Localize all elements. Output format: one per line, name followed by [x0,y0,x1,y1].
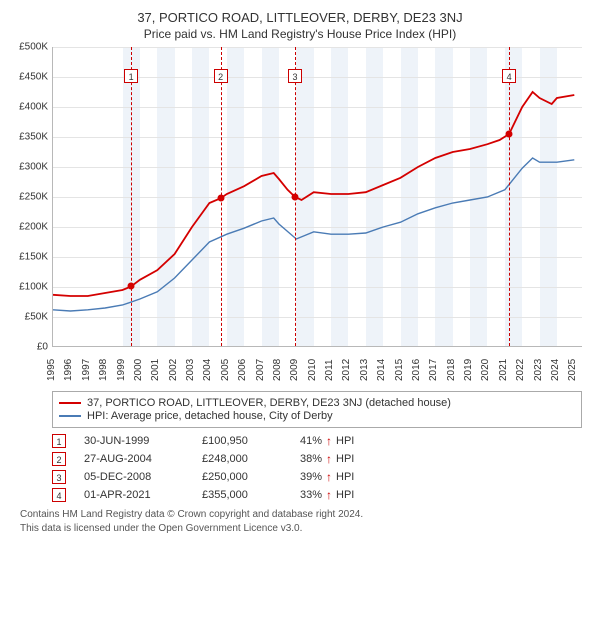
transaction-date: 30-JUN-1999 [84,435,184,447]
arrow-up-icon: ↑ [326,488,332,502]
arrow-up-icon: ↑ [326,452,332,466]
arrow-up-icon: ↑ [326,470,332,484]
series-svg [53,47,583,347]
y-tick-label: £0 [37,342,48,353]
footnote-text-1: Contains HM Land Registry data © Crown c… [20,509,363,520]
transaction-marker-number: 3 [52,470,66,484]
transaction-marker-number: 4 [52,488,66,502]
legend-swatch [59,402,81,404]
data-point-dot [506,131,513,138]
transaction-pct-suffix: HPI [336,453,354,465]
legend: 37, PORTICO ROAD, LITTLEOVER, DERBY, DE2… [52,391,582,428]
footnote-text-2: This data is licensed under the Open Gov… [20,523,302,534]
figure-container: 37, PORTICO ROAD, LITTLEOVER, DERBY, DE2… [0,0,600,543]
data-point-dot [128,283,135,290]
transaction-pct-suffix: HPI [336,489,354,501]
transaction-row: 1 30-JUN-1999 £100,950 41% ↑ HPI [52,434,582,448]
y-tick-label: £500K [19,42,48,53]
y-tick-label: £50K [25,312,48,323]
data-point-dot [292,194,299,201]
legend-swatch [59,415,81,417]
y-tick-label: £100K [19,282,48,293]
transaction-pct-value: 38% [300,453,322,465]
event-marker-line [131,47,132,346]
event-marker-box: 4 [502,69,516,83]
legend-label: HPI: Average price, detached house, City… [87,410,333,422]
transaction-row: 3 05-DEC-2008 £250,000 39% ↑ HPI [52,470,582,484]
legend-item: 37, PORTICO ROAD, LITTLEOVER, DERBY, DE2… [59,397,575,409]
transaction-pct-suffix: HPI [336,471,354,483]
chart-subtitle: Price paid vs. HM Land Registry's House … [10,27,590,41]
chart-area: £0£50K£100K£150K£200K£250K£300K£350K£400… [10,47,590,347]
transaction-pct: 38% ↑ HPI [300,452,354,466]
y-tick-label: £200K [19,222,48,233]
transaction-price: £100,950 [202,435,282,447]
legend-label: 37, PORTICO ROAD, LITTLEOVER, DERBY, DE2… [87,397,451,409]
transaction-pct-value: 33% [300,489,322,501]
transaction-date: 27-AUG-2004 [84,453,184,465]
transaction-pct: 41% ↑ HPI [300,434,354,448]
transaction-pct: 39% ↑ HPI [300,470,354,484]
y-tick-label: £250K [19,192,48,203]
y-tick-label: £150K [19,252,48,263]
arrow-up-icon: ↑ [326,434,332,448]
y-tick-label: £450K [19,72,48,83]
chart-title: 37, PORTICO ROAD, LITTLEOVER, DERBY, DE2… [10,10,590,25]
transaction-price: £250,000 [202,471,282,483]
transactions-table: 1 30-JUN-1999 £100,950 41% ↑ HPI 2 27-AUG-2004 £… [52,434,582,502]
transaction-row: 2 27-AUG-2004 £248,000 38% ↑ HPI [52,452,582,466]
transaction-pct: 33% ↑ HPI [300,488,354,502]
event-marker-line [509,47,510,346]
footnote: Contains HM Land Registry data © Crown c… [20,508,582,535]
transaction-date: 05-DEC-2008 [84,471,184,483]
transaction-row: 4 01-APR-2021 £355,000 33% ↑ HPI [52,488,582,502]
transaction-date: 01-APR-2021 [84,489,184,501]
transaction-price: £355,000 [202,489,282,501]
legend-item: HPI: Average price, detached house, City… [59,410,575,422]
transaction-pct-suffix: HPI [336,435,354,447]
transaction-marker-number: 2 [52,452,66,466]
y-tick-label: £400K [19,102,48,113]
transaction-pct-value: 41% [300,435,322,447]
y-tick-label: £300K [19,162,48,173]
transaction-marker-number: 1 [52,434,66,448]
event-marker-box: 2 [214,69,228,83]
event-marker-box: 1 [124,69,138,83]
transaction-price: £248,000 [202,453,282,465]
transaction-pct-value: 39% [300,471,322,483]
event-marker-box: 3 [288,69,302,83]
y-tick-label: £350K [19,132,48,143]
data-point-dot [217,195,224,202]
y-axis: £0£50K£100K£150K£200K£250K£300K£350K£400… [10,47,52,347]
x-axis: 1995199619971998199920002001200220032004… [52,347,582,383]
plot-area: 1 2 3 4 [52,47,582,347]
